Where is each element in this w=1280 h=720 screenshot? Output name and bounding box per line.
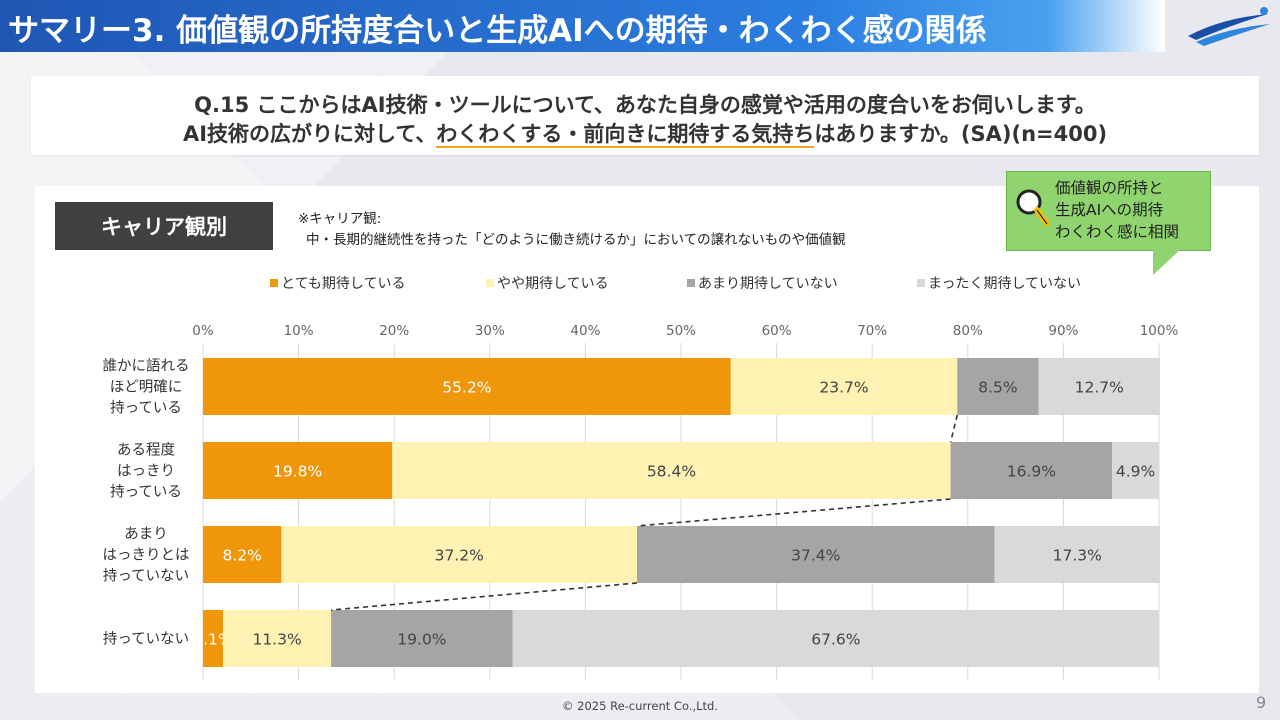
legend-item-very: とても期待している bbox=[270, 273, 405, 293]
magnifier-icon bbox=[1016, 189, 1050, 227]
data-label: 55.2% bbox=[442, 379, 491, 397]
category-label: 持っていない bbox=[103, 568, 189, 585]
page-number: 9 bbox=[1256, 693, 1267, 712]
legend-label: やや期待している bbox=[497, 276, 609, 292]
data-label: 67.6% bbox=[811, 631, 860, 649]
bar-segment bbox=[392, 442, 951, 499]
category-label: 持っていない bbox=[103, 631, 189, 648]
callout-text: 価値観の所持と 生成AIへの期待 わくわく感に相関 bbox=[1055, 177, 1179, 243]
bar-segment bbox=[957, 358, 1039, 415]
category-label: あまり bbox=[124, 526, 168, 543]
x-tick-label: 60% bbox=[762, 323, 792, 339]
data-label: 23.7% bbox=[819, 379, 868, 397]
bar-segment bbox=[994, 526, 1160, 583]
connector-line bbox=[636, 498, 951, 527]
x-tick-label: 30% bbox=[475, 323, 505, 339]
callout-box: 価値観の所持と 生成AIへの期待 わくわく感に相関 bbox=[1006, 171, 1211, 251]
data-label: 19.0% bbox=[397, 631, 446, 649]
callout-line: 生成AIへの期待 bbox=[1055, 201, 1164, 219]
category-label: はっきりとは bbox=[103, 547, 190, 564]
bar-segment bbox=[203, 358, 731, 415]
x-tick-label: 20% bbox=[379, 323, 409, 339]
data-label: 4.9% bbox=[1116, 463, 1155, 481]
bar-segment bbox=[203, 610, 224, 667]
category-label: ある程度 bbox=[117, 442, 175, 459]
callout-line: わくわく感に相関 bbox=[1055, 223, 1180, 241]
x-tick-label: 50% bbox=[666, 323, 696, 339]
question-line-2-post: はありますか。(SA)(n=400) bbox=[814, 122, 1108, 146]
x-tick-label: 100% bbox=[1140, 323, 1179, 339]
bar-segment bbox=[730, 358, 958, 415]
data-label: 37.2% bbox=[435, 547, 484, 565]
x-tick-label: 70% bbox=[857, 323, 887, 339]
bar-segment bbox=[637, 526, 995, 583]
data-label: 37.4% bbox=[791, 547, 840, 565]
question-line-1: Q.15 ここからはAI技術・ツールについて、あなた自身の感覚や活用の度合いをお… bbox=[194, 93, 1096, 117]
x-tick-label: 0% bbox=[192, 323, 214, 339]
legend-label: とても期待している bbox=[281, 276, 406, 292]
question-line-2-underlined: わくわくする・前向きに期待する気持ち bbox=[436, 122, 815, 148]
x-tick-label: 90% bbox=[1048, 323, 1078, 339]
data-label: 12.7% bbox=[1075, 379, 1124, 397]
x-tick-label: 10% bbox=[284, 323, 314, 339]
x-tick-label: 80% bbox=[953, 323, 983, 339]
section-label: キャリア観別 bbox=[55, 202, 273, 250]
category-label: 誰かに語れる bbox=[103, 358, 190, 375]
page-title: サマリー3. 価値観の所持度合いと生成AIへの期待・わくわく感の関係 bbox=[8, 13, 987, 49]
data-label: 8.5% bbox=[978, 379, 1017, 397]
data-label: 19.8% bbox=[273, 463, 322, 481]
bar-segment bbox=[203, 526, 282, 583]
category-label: 持っている bbox=[110, 400, 182, 417]
question-box: Q.15 ここからはAI技術・ツールについて、あなた自身の感覚や活用の度合いをお… bbox=[31, 76, 1259, 155]
note-line-2: 中・長期的継続性を持った「どのように働き続けるか」においての譲れないものや価値観 bbox=[306, 232, 846, 248]
legend-item-not-at-all: まったく期待していない bbox=[917, 273, 1081, 293]
data-label: 58.4% bbox=[647, 463, 696, 481]
question-line-2-pre: AI技術の広がりに対して、 bbox=[182, 122, 437, 146]
legend-swatch bbox=[270, 279, 278, 287]
category-label: はっきり bbox=[117, 463, 175, 480]
x-tick-label: 40% bbox=[570, 323, 600, 339]
connector-line bbox=[949, 414, 959, 443]
data-label: 2.1% bbox=[193, 631, 232, 649]
note-line-1: ※キャリア観: bbox=[298, 211, 382, 227]
bar-segment bbox=[1038, 358, 1160, 415]
bar-segment bbox=[950, 442, 1113, 499]
data-label: 16.9% bbox=[1007, 463, 1056, 481]
callout-tail bbox=[1153, 249, 1181, 275]
bar-segment bbox=[203, 442, 393, 499]
copyright: © 2025 Re-current Co.,Ltd. bbox=[562, 699, 718, 713]
category-label: 持っている bbox=[110, 484, 182, 501]
bar-segment bbox=[331, 610, 513, 667]
legend-swatch bbox=[917, 279, 925, 287]
legend-swatch bbox=[687, 279, 695, 287]
legend-label: あまり期待していない bbox=[698, 276, 838, 292]
legend-swatch bbox=[486, 279, 494, 287]
bar-segment bbox=[223, 610, 332, 667]
bar-segment bbox=[512, 610, 1159, 667]
question-line-2: AI技術の広がりに対して、わくわくする・前向きに期待する気持ちはありますか。(S… bbox=[31, 118, 1259, 148]
legend-label: まったく期待していない bbox=[928, 276, 1082, 292]
title-bar: サマリー3. 価値観の所持度合いと生成AIへの期待・わくわく感の関係 bbox=[0, 0, 1165, 52]
callout-line: 価値観の所持と bbox=[1055, 179, 1164, 197]
legend-item-somewhat: やや期待している bbox=[486, 273, 609, 293]
bar-segment bbox=[281, 526, 638, 583]
legend-item-not-much: あまり期待していない bbox=[687, 273, 838, 293]
data-label: 8.2% bbox=[223, 547, 262, 565]
chart-panel bbox=[35, 186, 1259, 693]
data-label: 11.3% bbox=[252, 631, 301, 649]
connector-line bbox=[331, 582, 638, 611]
data-label: 17.3% bbox=[1053, 547, 1102, 565]
company-logo bbox=[1188, 7, 1270, 46]
bar-segment bbox=[1112, 442, 1159, 499]
category-label: ほど明確に bbox=[110, 379, 183, 396]
